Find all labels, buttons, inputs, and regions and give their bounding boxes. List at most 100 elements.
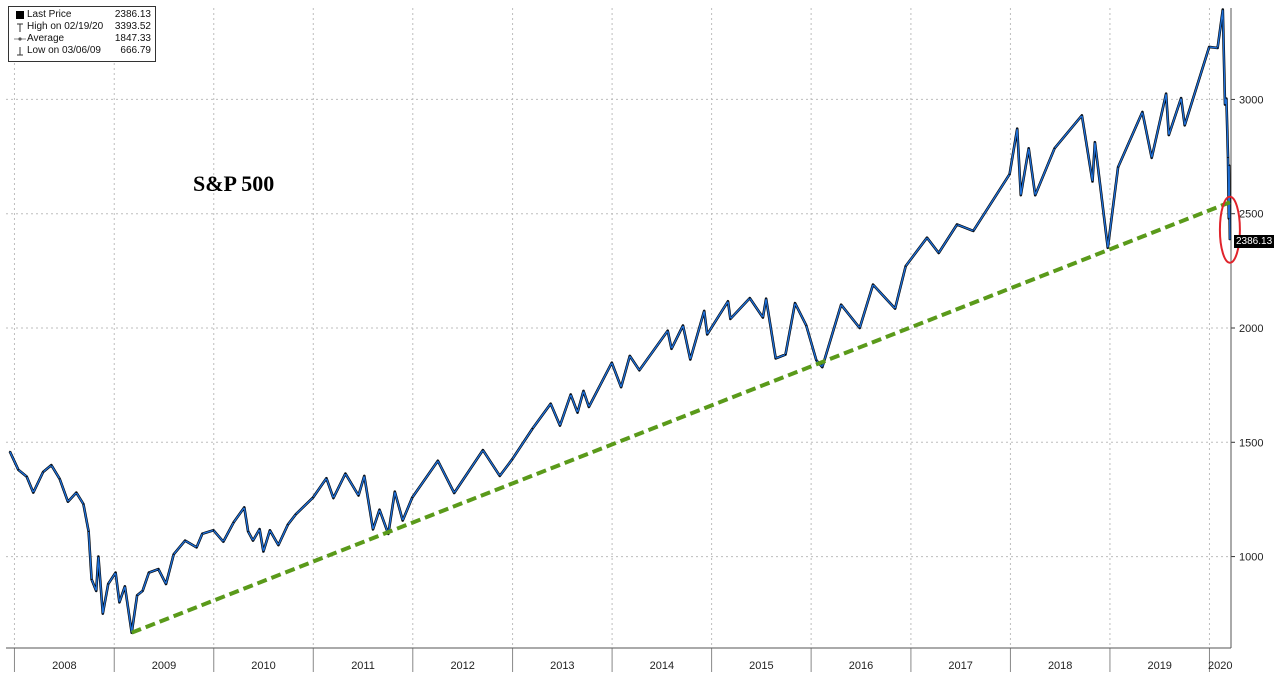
series-point bbox=[9, 450, 11, 452]
series-point bbox=[118, 601, 120, 603]
series-point bbox=[201, 533, 203, 535]
y-tick-label: 1500 bbox=[1239, 437, 1263, 449]
series-point bbox=[277, 544, 279, 546]
series-point bbox=[233, 521, 235, 523]
series-point bbox=[1094, 141, 1096, 143]
legend-item-high: High on 02/19/20 3393.52 bbox=[13, 21, 151, 33]
chart-series-layer bbox=[8, 8, 1232, 634]
series-point bbox=[1229, 239, 1231, 241]
series-point bbox=[411, 497, 413, 499]
series-point bbox=[262, 550, 264, 553]
series-point bbox=[1225, 98, 1227, 100]
series-point bbox=[1020, 194, 1022, 196]
series-point bbox=[115, 572, 117, 574]
series-point bbox=[1009, 173, 1011, 175]
series-point bbox=[1141, 111, 1143, 113]
series-point bbox=[1217, 47, 1219, 49]
series-point bbox=[82, 503, 84, 505]
series-point bbox=[107, 583, 109, 585]
x-tick-label: 2012 bbox=[450, 660, 474, 672]
series-point bbox=[482, 449, 484, 451]
series-point bbox=[511, 458, 513, 460]
series-point bbox=[325, 477, 327, 479]
series-point bbox=[1222, 9, 1224, 11]
series-point bbox=[956, 223, 958, 226]
series-point bbox=[344, 473, 346, 475]
series-point bbox=[357, 494, 360, 497]
series-point bbox=[1224, 103, 1226, 106]
series-point bbox=[905, 265, 907, 267]
x-tick-label: 2019 bbox=[1147, 660, 1171, 672]
dot-line-icon bbox=[13, 36, 27, 42]
series-point bbox=[252, 540, 254, 542]
series-point bbox=[196, 546, 198, 549]
series-line bbox=[9, 8, 1231, 634]
series-point bbox=[295, 513, 297, 515]
series-point bbox=[269, 529, 271, 531]
series-point bbox=[727, 300, 729, 302]
series-point bbox=[762, 316, 764, 319]
y-tick-label: 3000 bbox=[1239, 94, 1263, 106]
series-point bbox=[749, 297, 751, 299]
series-point bbox=[17, 469, 19, 471]
series-point bbox=[629, 355, 631, 357]
chart-overlay-layer bbox=[130, 195, 1241, 635]
series-point bbox=[142, 590, 144, 592]
series-point bbox=[1168, 134, 1170, 136]
series-point bbox=[394, 491, 396, 493]
series-point bbox=[784, 353, 787, 356]
series-point bbox=[588, 406, 590, 408]
series-point bbox=[102, 613, 104, 615]
x-tick-label: 2013 bbox=[550, 660, 574, 672]
series-point bbox=[50, 464, 52, 466]
legend-value: 3393.52 bbox=[114, 21, 151, 32]
series-point bbox=[1228, 164, 1230, 167]
series-point bbox=[95, 590, 97, 592]
series-point bbox=[1028, 147, 1030, 149]
series-point bbox=[312, 497, 314, 499]
series-point bbox=[1081, 114, 1083, 116]
x-tick-label: 2017 bbox=[948, 660, 972, 672]
x-tick-label: 2018 bbox=[1048, 660, 1072, 672]
x-tick-label: 2011 bbox=[351, 660, 375, 672]
legend-label: High on 02/19/20 bbox=[27, 21, 104, 32]
legend-item-average: Average 1847.33 bbox=[13, 33, 151, 45]
series-point bbox=[1016, 128, 1018, 130]
filled-square-icon bbox=[13, 11, 27, 19]
series-point bbox=[91, 578, 93, 581]
series-point bbox=[148, 572, 150, 574]
series-point bbox=[372, 528, 374, 531]
series-point bbox=[531, 428, 534, 430]
series-point bbox=[1227, 156, 1229, 159]
series-point bbox=[706, 333, 708, 335]
legend-item-low: Low on 03/06/09 666.79 bbox=[13, 45, 151, 57]
series-point bbox=[611, 362, 613, 364]
series-point bbox=[559, 425, 561, 427]
series-point bbox=[840, 304, 842, 306]
series-point bbox=[1184, 124, 1186, 126]
x-tick-label: 2010 bbox=[251, 660, 275, 672]
series-point bbox=[173, 553, 175, 555]
legend-value: 1847.33 bbox=[114, 33, 151, 44]
series-point bbox=[894, 308, 896, 310]
x-tick-label: 2015 bbox=[749, 660, 773, 672]
series-point bbox=[859, 327, 861, 329]
y-tick-label: 1000 bbox=[1239, 552, 1263, 564]
series-point bbox=[1107, 247, 1109, 249]
low-tick-icon bbox=[13, 46, 27, 56]
x-tick-label: 2008 bbox=[52, 660, 76, 672]
series-point bbox=[972, 230, 974, 232]
series-point bbox=[872, 284, 874, 286]
series-point bbox=[1228, 217, 1230, 219]
series-point bbox=[620, 386, 622, 388]
series-point bbox=[88, 530, 90, 533]
chart-legend: Last Price 2386.13 High on 02/19/20 3393… bbox=[8, 6, 156, 62]
x-tick-label: 2020 bbox=[1208, 660, 1232, 672]
series-point bbox=[703, 310, 705, 312]
series-point bbox=[550, 403, 552, 405]
series-point bbox=[682, 324, 684, 327]
series-point bbox=[499, 475, 501, 477]
series-point bbox=[212, 529, 215, 531]
series-point bbox=[775, 357, 777, 359]
x-tick-label: 2009 bbox=[152, 660, 176, 672]
